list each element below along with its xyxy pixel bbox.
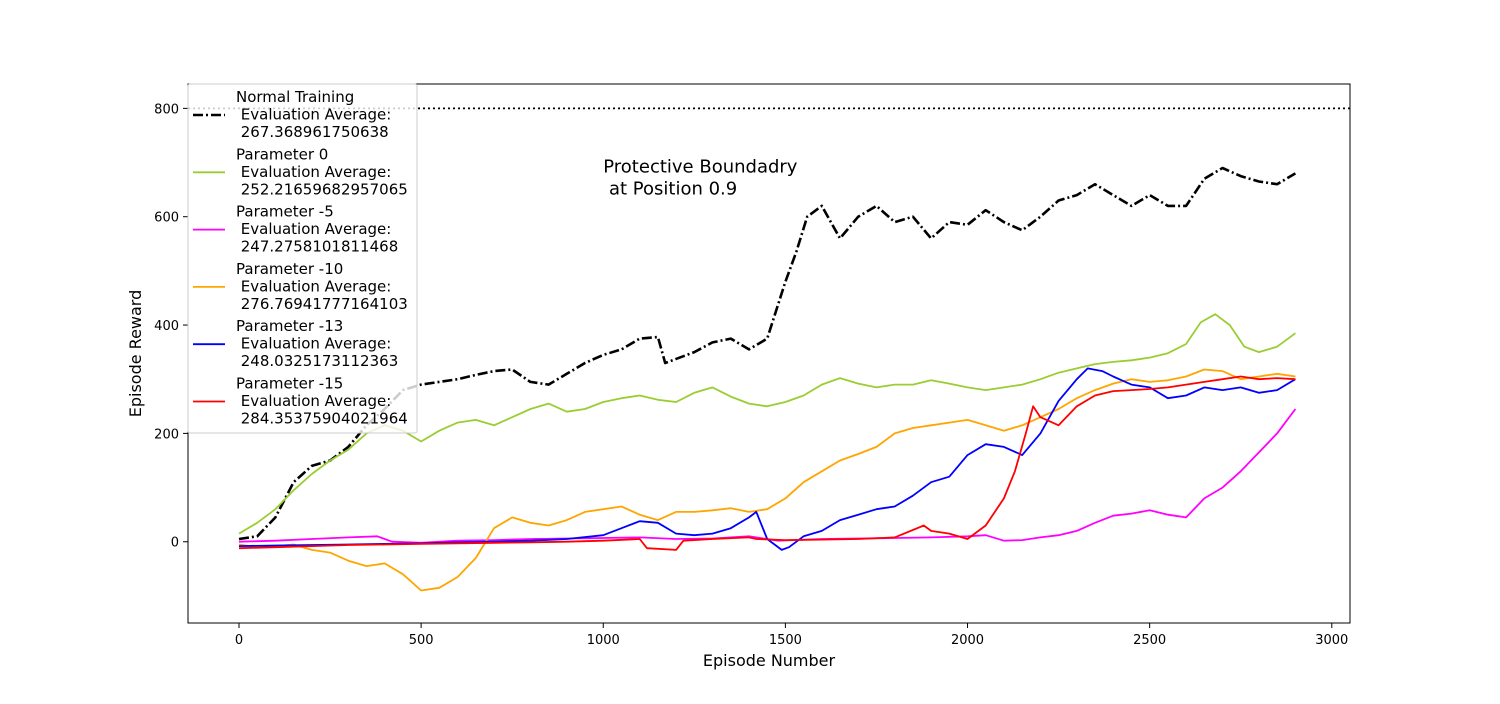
series-line-3 (238, 368, 1296, 592)
legend-label-line: Parameter -13 (236, 317, 343, 335)
legend-label-line: Normal Training (236, 88, 354, 106)
annotation-line: Protective Boundadry (603, 156, 798, 177)
legend-box (187, 83, 418, 434)
legend-entry-4: Parameter -13 Evaluation Average: 248.03… (193, 317, 398, 370)
legend-entry-3: Parameter -10 Evaluation Average: 276.76… (193, 260, 408, 313)
legend-label-line: 247.2758101811468 (236, 238, 398, 256)
legend-entry-2: Parameter -5 Evaluation Average: 247.275… (193, 203, 398, 256)
legend: Normal Training Evaluation Average: 267.… (187, 83, 418, 434)
legend-label-line: Evaluation Average: (236, 335, 391, 353)
x-tick-label: 500 (409, 633, 434, 648)
legend-label-line: 252.21659682957065 (236, 180, 408, 198)
x-tick-label: 3000 (1315, 633, 1348, 648)
x-tick-label: 1000 (587, 633, 620, 648)
legend-label-line: 248.0325173112363 (236, 352, 398, 370)
legend-label-line: 276.76941777164103 (236, 295, 408, 313)
series-line-5 (238, 375, 1296, 551)
series-line-0 (238, 166, 1297, 541)
y-axis-label: Episode Reward (126, 290, 145, 418)
legend-label-line: Parameter -10 (236, 260, 343, 278)
y-tick-label: 800 (154, 102, 179, 117)
legend-label-line: 267.368961750638 (236, 123, 389, 141)
legend-label-line: Evaluation Average: (236, 163, 391, 181)
x-tick-label: 0 (235, 633, 243, 648)
legend-label-line: Evaluation Average: (236, 106, 391, 124)
x-tick-label: 2000 (951, 633, 984, 648)
legend-label-line: Evaluation Average: (236, 220, 391, 238)
legend-label-line: Evaluation Average: (236, 277, 391, 295)
legend-entry-1: Parameter 0 Evaluation Average: 252.2165… (193, 145, 408, 198)
x-tick-label: 1500 (769, 633, 802, 648)
series-layer (238, 166, 1297, 592)
y-tick-label: 600 (154, 211, 179, 226)
x-tick-label: 2500 (1133, 633, 1166, 648)
annotation-line: at Position 0.9 (603, 178, 737, 199)
legend-label-line: Parameter 0 (236, 145, 328, 163)
y-tick-label: 200 (154, 427, 179, 442)
series-line-1 (238, 313, 1296, 535)
series-line-4 (238, 367, 1296, 551)
y-tick-label: 400 (154, 319, 179, 334)
x-axis-label: Episode Number (703, 651, 836, 670)
legend-label-line: Evaluation Average: (236, 392, 391, 410)
legend-label-line: Parameter -5 (236, 203, 334, 221)
legend-label-line: 284.35375904021964 (236, 410, 408, 428)
y-tick-label: 0 (171, 536, 179, 551)
legend-entry-0: Normal Training Evaluation Average: 267.… (193, 88, 391, 141)
annotation-layer: Protective Boundadry at Position 0.9 (603, 156, 798, 199)
legend-label-line: Parameter -15 (236, 375, 343, 393)
axes-layer: 0 500 1000 1500 2000 2500 3000 0 200 400 600 800 Epi… (126, 83, 1351, 670)
legend-entry-5: Parameter -15 Evaluation Average: 284.35… (193, 375, 408, 428)
